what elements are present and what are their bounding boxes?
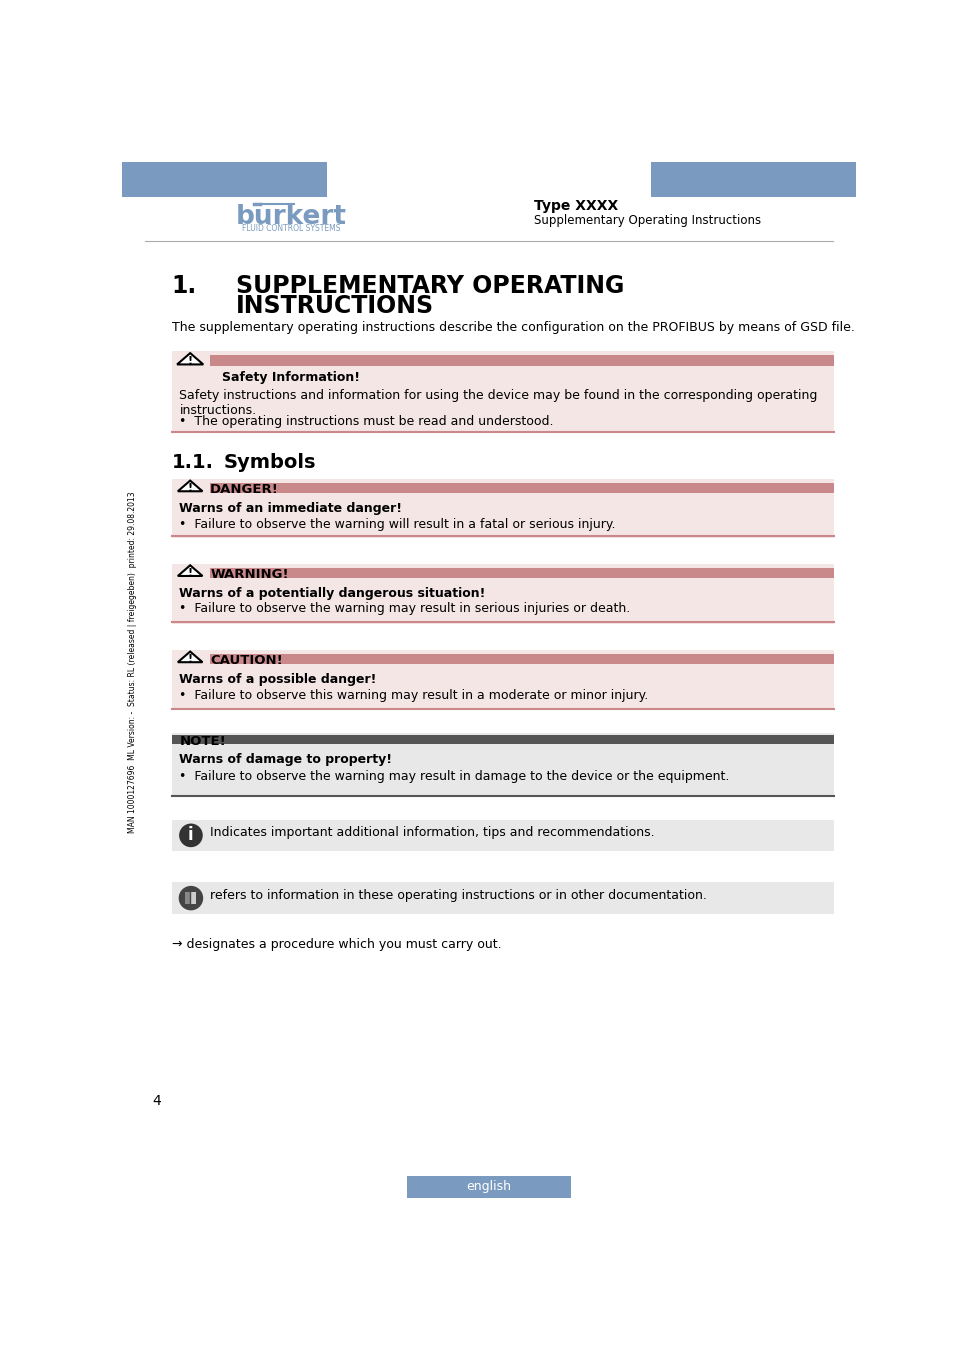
Bar [172,479,833,537]
Text: !: ! [188,653,193,664]
Text: Warns of a possible danger!: Warns of a possible danger! [179,674,376,686]
Circle shape [179,887,202,910]
Text: Warns of an immediate danger!: Warns of an immediate danger! [179,502,402,516]
Text: 1.1.: 1.1. [172,454,213,472]
Text: Indicates important additional information, tips and recommendations.: Indicates important additional informati… [210,826,654,838]
Polygon shape [177,652,202,663]
Bar [172,351,833,433]
Bar [172,819,833,850]
Bar [185,892,190,904]
Text: !: ! [188,356,193,366]
Text: Type XXXX: Type XXXX [533,198,618,213]
Text: english: english [466,1180,511,1192]
Bar [210,653,833,664]
Text: MAN 1000127696  ML Version: -  Status: RL (released | freigegeben)  printed: 29.: MAN 1000127696 ML Version: - Status: RL … [128,491,137,833]
Bar [406,1176,571,1197]
Text: FLUID CONTROL SYSTEMS: FLUID CONTROL SYSTEMS [241,224,340,232]
Circle shape [180,825,201,846]
Text: SUPPLEMENTARY OPERATING: SUPPLEMENTARY OPERATING [235,274,623,297]
Text: Warns of a potentially dangerous situation!: Warns of a potentially dangerous situati… [179,587,485,599]
Bar [121,162,327,197]
Bar [210,568,833,578]
Text: •  Failure to observe the warning may result in serious injuries or death.: • Failure to observe the warning may res… [179,602,630,616]
Text: !: ! [188,483,193,493]
Text: Symbols: Symbols [224,454,316,472]
Text: The supplementary operating instructions describe the configuration on the PROFI: The supplementary operating instructions… [172,321,854,335]
Polygon shape [177,354,203,364]
Polygon shape [177,566,202,576]
Text: INSTRUCTIONS: INSTRUCTIONS [235,294,434,319]
Text: refers to information in these operating instructions or in other documentation.: refers to information in these operating… [210,888,706,902]
Text: burkert: burkert [235,204,346,230]
Bar [172,734,833,744]
Text: Warns of damage to property!: Warns of damage to property! [179,753,392,767]
Bar [650,162,856,197]
Text: •  Failure to observe the warning will result in a fatal or serious injury.: • Failure to observe the warning will re… [179,518,616,531]
Text: 4: 4 [152,1095,161,1108]
Text: Safety Information!: Safety Information! [221,371,359,383]
Text: i: i [188,826,193,844]
Text: 1.: 1. [172,274,196,297]
Text: •  Failure to observe this warning may result in a moderate or minor injury.: • Failure to observe this warning may re… [179,688,648,702]
Bar [172,733,833,798]
Text: CAUTION!: CAUTION! [210,653,283,667]
Text: DANGER!: DANGER! [210,483,279,495]
Text: •  The operating instructions must be read and understood.: • The operating instructions must be rea… [179,416,554,428]
Bar [172,564,833,624]
Bar [210,483,833,493]
Text: •  Failure to observe the warning may result in damage to the device or the equi: • Failure to observe the warning may res… [179,769,729,783]
Bar [172,882,833,914]
Polygon shape [177,481,202,491]
Text: Safety instructions and information for using the device may be found in the cor: Safety instructions and information for … [179,389,817,417]
Text: NOTE!: NOTE! [179,734,226,748]
Bar [210,355,833,366]
Bar [191,892,196,904]
Text: → designates a procedure which you must carry out.: → designates a procedure which you must … [172,938,500,952]
Bar [172,651,833,710]
Text: Supplementary Operating Instructions: Supplementary Operating Instructions [533,215,760,227]
Text: !: ! [188,568,193,578]
Text: WARNING!: WARNING! [210,568,289,580]
